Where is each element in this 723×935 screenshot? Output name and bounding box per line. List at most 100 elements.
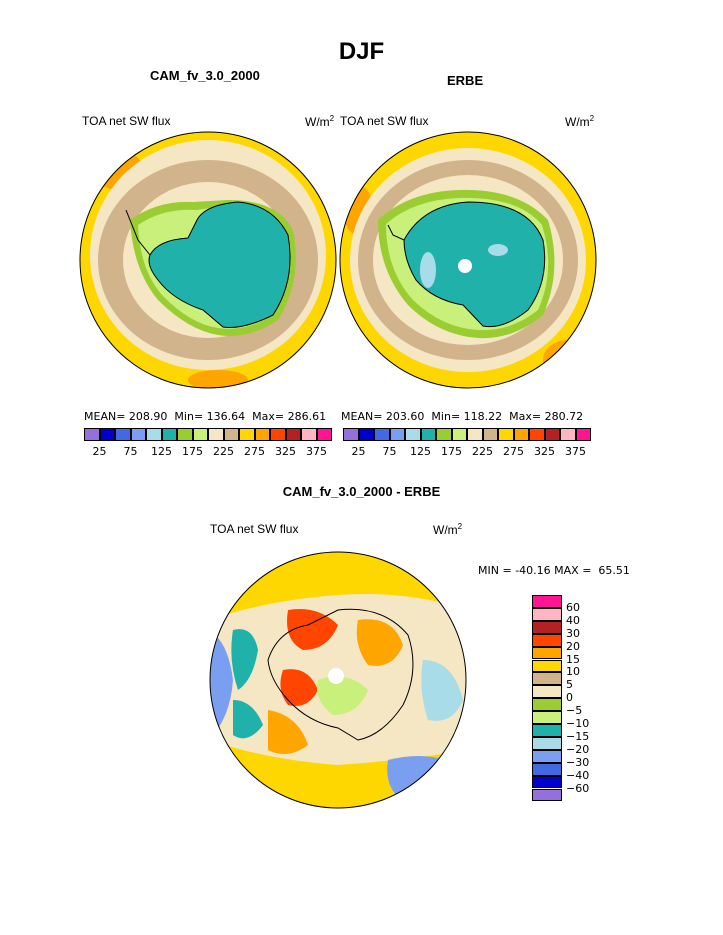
colorbar-tick-label: 275	[244, 445, 265, 458]
map-region-teal	[233, 700, 263, 739]
map-region-antarctica	[404, 202, 545, 327]
map-region-red	[280, 669, 318, 706]
diff-variable: TOA net SW flux	[210, 522, 299, 536]
colorbar-tick-label: −30	[566, 755, 590, 769]
colorbar-swatch	[532, 646, 562, 660]
map-region-lightblue	[420, 252, 436, 288]
colorbar-swatch	[84, 428, 100, 441]
colorbar-tick-label: 75	[382, 445, 397, 458]
colorbar-swatch	[405, 428, 421, 441]
colorbar-tick-label: 225	[213, 445, 234, 458]
panel-model-title: CAM_fv_3.0_2000	[150, 68, 260, 83]
colorbar-tick-label: 375	[306, 445, 327, 458]
colorbar-tick-label: −20	[566, 742, 590, 756]
colorbar-swatch	[146, 428, 162, 441]
colorbar-swatch	[498, 428, 514, 441]
panel-model-stats: MEAN= 208.90 Min= 136.64 Max= 286.61	[84, 410, 327, 423]
colorbar-tick-label: 325	[275, 445, 296, 458]
colorbar-tick-label: 0	[566, 691, 573, 705]
map-region-orange	[268, 710, 308, 754]
colorbar-tick-label: 75	[123, 445, 138, 458]
colorbar-tick-label: 40	[566, 613, 580, 627]
diff-min-max: MIN = -40.16 MAX = 65.51	[478, 564, 630, 577]
colorbar-swatch	[467, 428, 483, 441]
colorbar-swatch	[544, 428, 560, 441]
colorbar-tick-label: 275	[503, 445, 524, 458]
polar-map-obs	[339, 131, 597, 389]
coastline	[267, 608, 414, 741]
colorbar-swatch	[532, 620, 562, 634]
colorbar-swatch	[420, 428, 436, 441]
map-region-lightblue	[421, 660, 463, 721]
colorbar-tick-label: 60	[566, 600, 580, 614]
colorbar-tick-label: 25	[92, 445, 107, 458]
map-region-orange	[543, 340, 593, 380]
colorbar-tick-label: 375	[565, 445, 586, 458]
colorbar-swatch	[532, 698, 562, 712]
map-region-lightblue	[488, 244, 508, 256]
map-region-green	[317, 676, 368, 715]
colorbar-swatch	[177, 428, 193, 441]
colorbar-tick-label: −15	[566, 729, 590, 743]
polar-map-model	[79, 131, 337, 389]
colorbar-swatch	[301, 428, 317, 441]
page-title: DJF	[338, 38, 385, 65]
colorbar-swatch	[513, 428, 529, 441]
colorbar-tick-label: 25	[351, 445, 366, 458]
colorbar-swatch	[208, 428, 224, 441]
panel-obs-stats: MEAN= 203.60 Min= 118.22 Max= 280.72	[341, 410, 584, 423]
colorbar-tick-label: 15	[566, 652, 580, 666]
colorbar-tick-label: 20	[566, 639, 580, 653]
colorbar-swatch	[482, 428, 498, 441]
colorbar-swatch	[451, 428, 467, 441]
colorbar-tick-label: 125	[151, 445, 172, 458]
colorbar-swatch	[239, 428, 255, 441]
colorbar-tick-label: −10	[566, 717, 590, 730]
colorbar-swatch	[99, 428, 115, 441]
colorbar-swatch	[575, 428, 591, 441]
map-region-red	[287, 609, 338, 650]
colorbar-swatch	[532, 607, 562, 621]
panel-obs-title: ERBE	[447, 73, 484, 88]
panel-model-variable: TOA net SW flux	[82, 114, 171, 128]
colorbar-swatch	[532, 672, 562, 686]
colorbar-swatch	[358, 428, 374, 441]
map-region-antarctica	[149, 202, 291, 328]
colorbar-tick-label: −40	[566, 768, 590, 782]
colorbar-tick-label: 175	[182, 445, 203, 458]
colorbar-swatch	[389, 428, 405, 441]
coastline	[148, 201, 291, 328]
colorbar-tick-label: 325	[534, 445, 555, 458]
colorbar-tick-label: 10	[566, 665, 580, 679]
colorbar-tick-label: 5	[566, 678, 573, 692]
peninsula	[125, 209, 151, 256]
colorbar-swatch	[532, 749, 562, 763]
coastline	[403, 201, 546, 328]
colorbar-tick-label: −60	[566, 781, 590, 795]
diff-units: W/m2	[433, 522, 463, 537]
colorbar-swatch	[115, 428, 131, 441]
colorbar-swatch	[532, 633, 562, 647]
colorbar-swatch	[343, 428, 359, 441]
colorbar-tick-label: 30	[566, 626, 580, 640]
panel-model-units: W/m2	[305, 114, 335, 129]
colorbar-swatch	[192, 428, 208, 441]
pole-hole	[458, 259, 472, 273]
colorbar-swatch	[285, 428, 301, 441]
pole-hole	[328, 668, 344, 684]
map-region-teal	[231, 629, 258, 690]
map-region-orange	[188, 370, 248, 388]
colorbar-swatch	[161, 428, 177, 441]
colorbar-swatch	[532, 724, 562, 737]
colorbar-swatch	[532, 685, 562, 699]
map-region-orange	[356, 619, 403, 666]
colorbar-swatch	[532, 736, 562, 750]
peninsula	[387, 224, 405, 241]
colorbar-swatch	[532, 762, 562, 776]
polar-map-difference	[209, 551, 467, 809]
diff-title: CAM_fv_3.0_2000 - ERBE	[282, 484, 441, 499]
colorbar-swatch	[560, 428, 576, 441]
colorbar-swatch	[223, 428, 239, 441]
panel-obs-variable: TOA net SW flux	[340, 114, 429, 128]
colorbar-swatch	[532, 595, 562, 608]
